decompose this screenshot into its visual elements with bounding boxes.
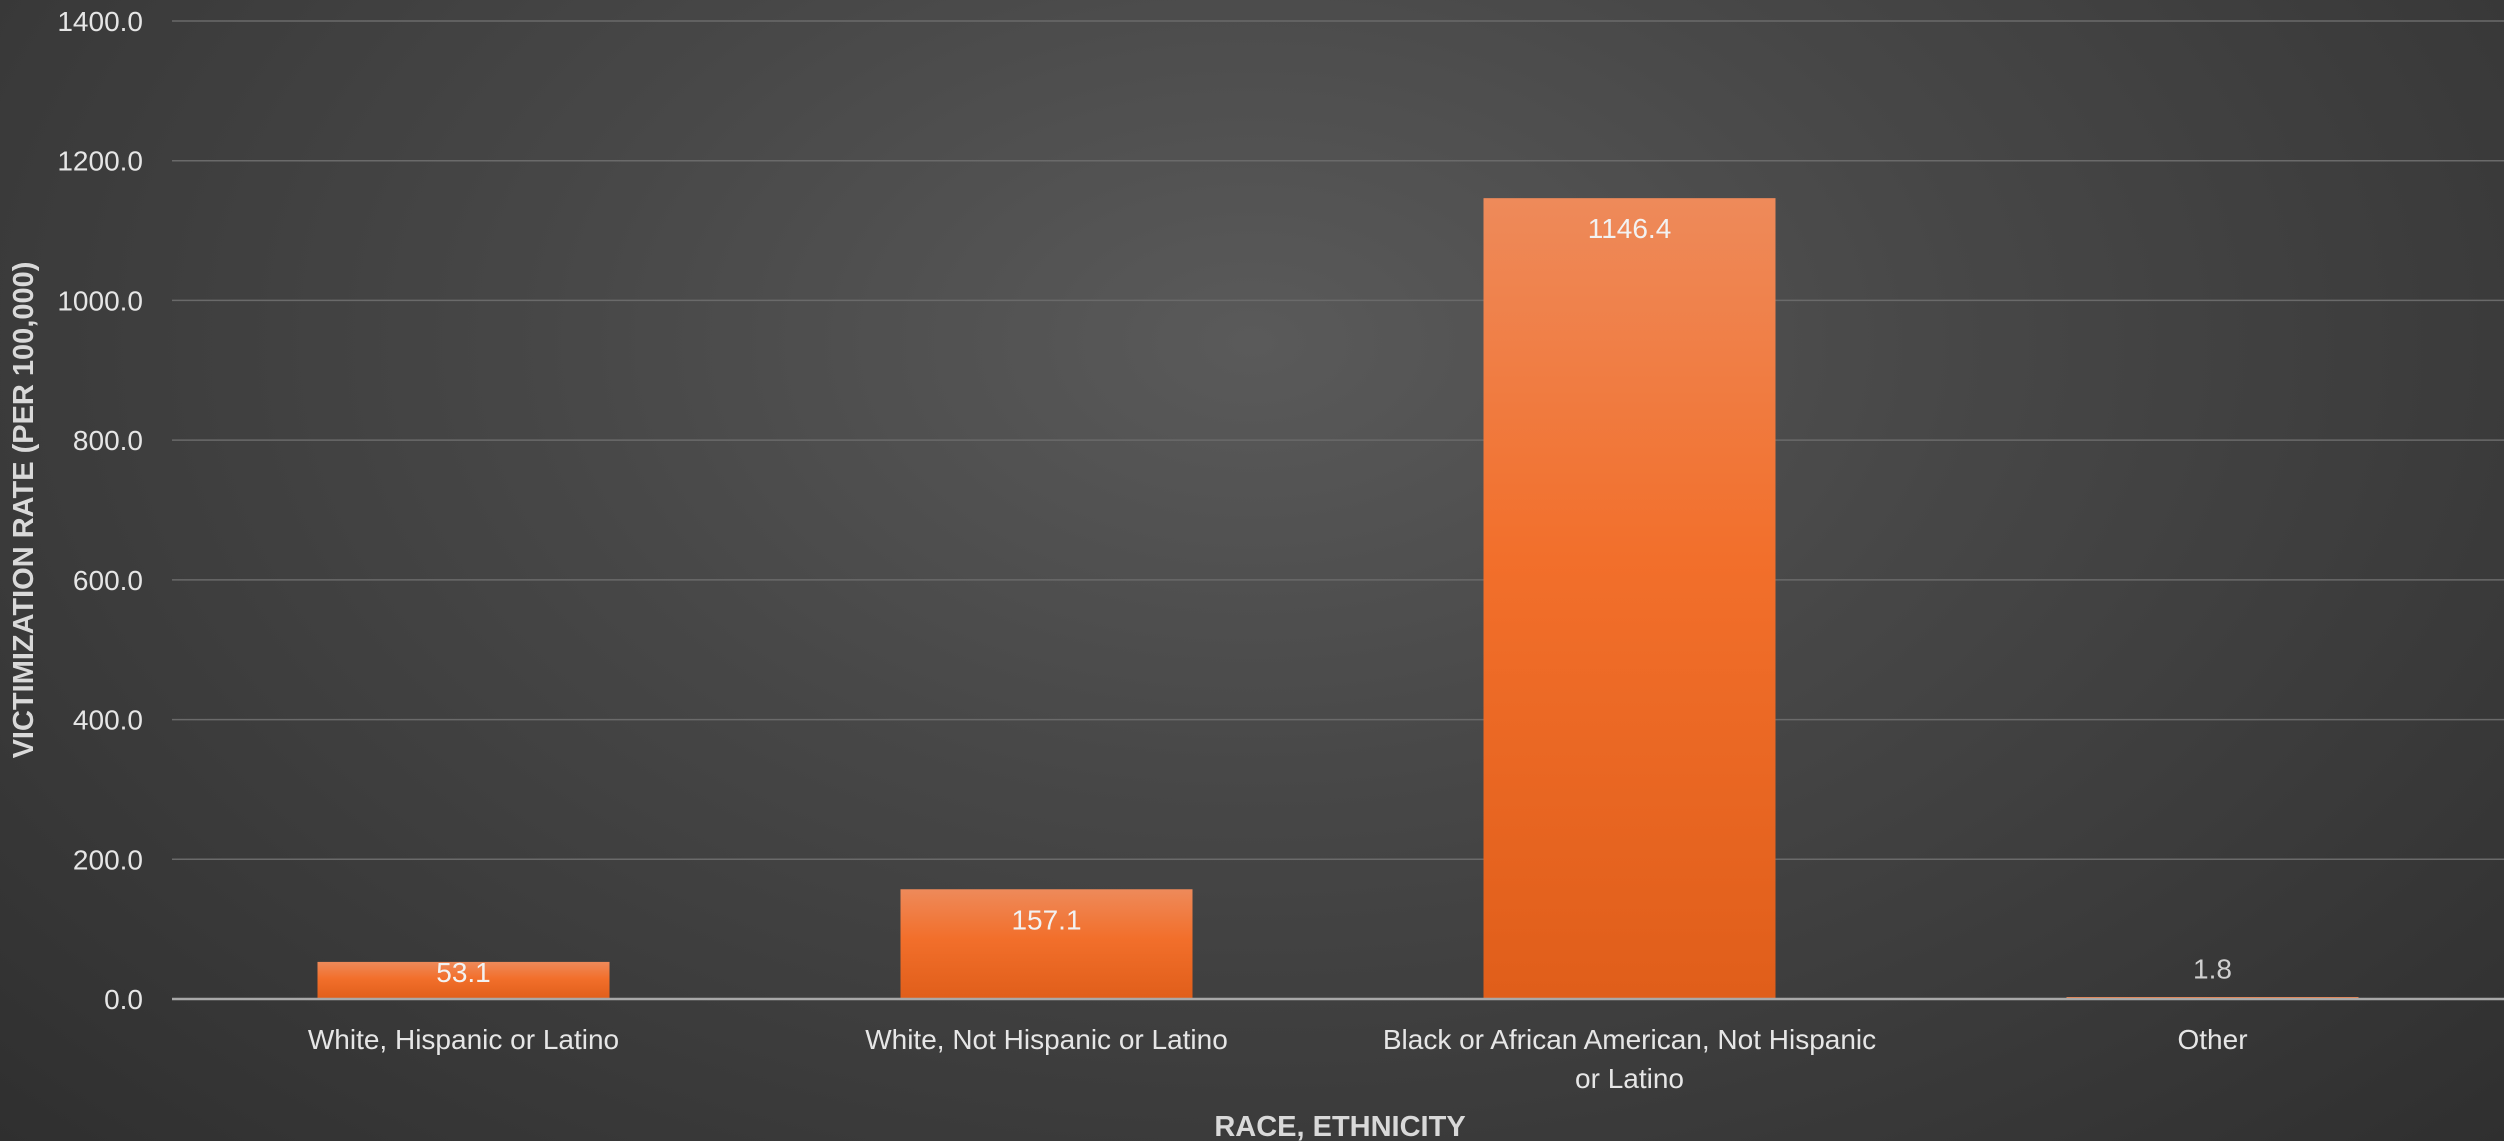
x-tick-label: White, Hispanic or Latino bbox=[308, 1024, 619, 1055]
data-label: 1146.4 bbox=[1588, 213, 1672, 244]
y-tick-label: 600.0 bbox=[73, 565, 143, 596]
y-tick-label: 800.0 bbox=[73, 425, 143, 456]
data-label: 53.1 bbox=[436, 957, 491, 988]
y-axis-tick-labels: 0.0 200.0 400.0 600.0 800.0 1000.0 1200.0 1400.… bbox=[57, 6, 143, 1015]
x-tick-label: Other bbox=[2177, 1024, 2247, 1055]
y-tick-label: 200.0 bbox=[73, 844, 143, 875]
x-tick-label: or Latino bbox=[1575, 1063, 1684, 1094]
data-label: 157.1 bbox=[1011, 904, 1081, 935]
y-axis-title: VICTIMIZATION RATE (PER 100,000) bbox=[8, 262, 40, 759]
y-tick-label: 1400.0 bbox=[57, 6, 143, 37]
y-tick-label: 1000.0 bbox=[57, 285, 143, 316]
x-axis-title: RACE, ETHNICITY bbox=[1214, 1111, 1465, 1141]
y-tick-label: 1200.0 bbox=[57, 146, 143, 177]
y-tick-label: 400.0 bbox=[73, 705, 143, 736]
bars bbox=[318, 198, 2359, 999]
data-labels: 53.1 157.1 1146.4 1.8 bbox=[436, 213, 2232, 988]
gridlines bbox=[172, 21, 2504, 859]
x-axis-tick-labels: White, Hispanic or Latino White, Not Hisp… bbox=[308, 1024, 2248, 1094]
x-tick-label: White, Not Hispanic or Latino bbox=[865, 1024, 1228, 1055]
data-label: 1.8 bbox=[2193, 954, 2232, 985]
y-tick-label: 0.0 bbox=[104, 984, 143, 1015]
x-tick-label: Black or African American, Not Hispanic bbox=[1383, 1024, 1876, 1055]
bar bbox=[1484, 198, 1776, 999]
